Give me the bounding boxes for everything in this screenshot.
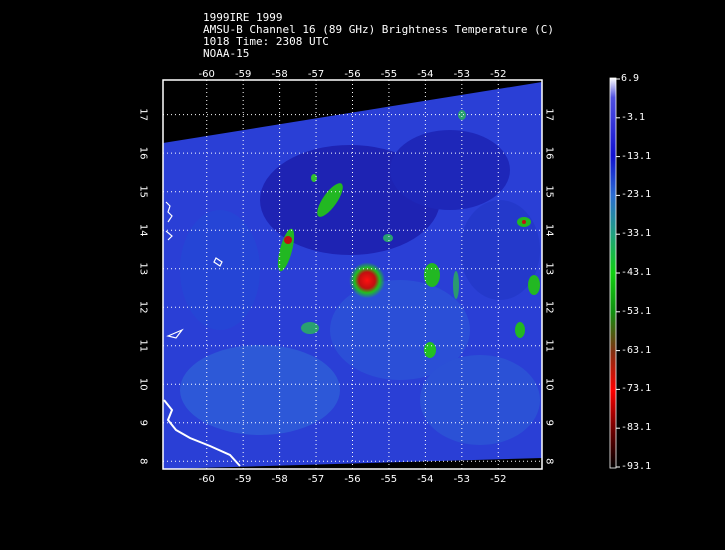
colorbar-label: -83.1 <box>621 422 652 434</box>
lat-tick-label-right: 11 <box>544 339 555 352</box>
lon-tick-label-top: -58 <box>271 69 287 80</box>
lat-tick-label-right: 12 <box>544 301 555 314</box>
lat-tick-label-right: 14 <box>544 224 555 237</box>
lon-tick-label-top: -52 <box>490 69 506 80</box>
lat-lon-grid <box>163 80 542 469</box>
lon-tick-label-top: -56 <box>344 69 360 80</box>
lon-tick-label-top: -60 <box>199 69 215 80</box>
lon-tick-label-bottom: -57 <box>308 474 324 485</box>
colorbar-ticks <box>616 78 620 468</box>
colorbar-label: 6.9 <box>621 73 640 84</box>
lon-tick-label-bottom: -59 <box>235 474 251 485</box>
lat-tick-label-right: 13 <box>544 262 555 275</box>
lon-tick-label-bottom: -54 <box>417 474 433 485</box>
colorbar-label: -3.1 <box>621 111 646 123</box>
lat-tick-label-left: 11 <box>138 339 149 352</box>
colorbar <box>609 77 617 469</box>
land-outlines <box>163 201 241 467</box>
lat-tick-label-left: 8 <box>138 458 149 464</box>
lat-tick-label-left: 15 <box>138 185 149 198</box>
lat-tick-label-right: 10 <box>544 378 555 391</box>
lon-tick-label-bottom: -53 <box>454 474 470 485</box>
colorbar-label: -53.1 <box>621 305 652 317</box>
lat-tick-label-left: 12 <box>138 301 149 314</box>
lat-tick-label-right: 15 <box>544 185 555 198</box>
lat-tick-label-left: 10 <box>138 378 149 391</box>
lat-tick-label-left: 14 <box>138 224 149 237</box>
lat-tick-label-right: 16 <box>544 147 555 160</box>
title-line-time: 1018 Time: 2308 UTC <box>203 35 329 48</box>
lon-tick-label-top: -53 <box>454 69 470 80</box>
title-line-channel: AMSU-B Channel 16 (89 GHz) Brightness Te… <box>203 23 554 36</box>
lon-tick-label-bottom: -52 <box>490 474 506 485</box>
lat-tick-label-left: 13 <box>138 262 149 275</box>
colorbar-label: -93.1 <box>621 461 652 472</box>
lon-tick-label-bottom: -55 <box>381 474 397 485</box>
lat-tick-label-left: 16 <box>138 147 149 160</box>
colorbar-label: -63.1 <box>621 344 652 356</box>
lat-tick-label-right: 8 <box>544 458 555 464</box>
lon-tick-label-bottom: -60 <box>199 474 215 485</box>
colorbar-label: -43.1 <box>621 267 652 278</box>
lon-tick-label-bottom: -58 <box>271 474 287 485</box>
lat-tick-label-left: 9 <box>138 420 149 426</box>
swath-texture <box>180 130 540 445</box>
lon-tick-label-top: -55 <box>381 69 397 80</box>
lat-tick-label-right: 17 <box>544 108 555 121</box>
lon-tick-label-top: -54 <box>417 69 433 80</box>
axes: -60 -60 -59 -59 -58 -58 -57 -57 -56 -56 -55 -55 -54 -… <box>138 69 555 485</box>
colorbar-label: -13.1 <box>621 150 652 162</box>
map-frame <box>162 79 543 470</box>
lat-tick-label-right: 9 <box>544 420 555 426</box>
colorbar-label: -23.1 <box>621 189 652 201</box>
lat-tick-label-left: 17 <box>138 108 149 121</box>
storm-eyewall <box>349 262 386 299</box>
lon-tick-label-top: -57 <box>308 69 324 80</box>
title-line-satellite: NOAA-15 <box>203 47 250 60</box>
lon-tick-label-bottom: -56 <box>344 474 360 485</box>
colorbar-label: -73.1 <box>621 383 652 395</box>
title-line-storm: 1999IRE 1999 <box>203 11 283 24</box>
lon-tick-label-top: -59 <box>235 69 251 80</box>
colorbar-label: -33.1 <box>621 228 652 240</box>
